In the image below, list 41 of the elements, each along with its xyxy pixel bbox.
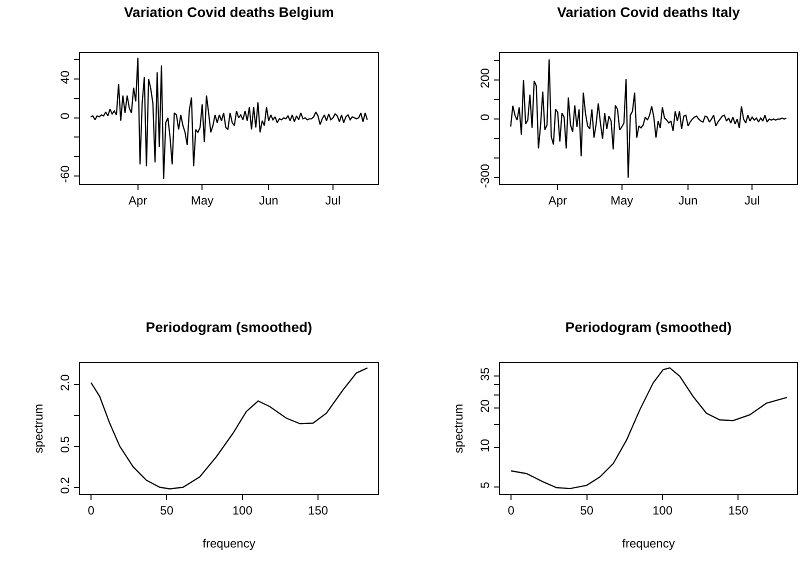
x-tick-label: Jul [744, 193, 760, 208]
chart-title: Periodogram (smoothed) [565, 318, 732, 335]
x-tick-label: Jun [678, 193, 698, 208]
x-tick-label: Jun [258, 193, 278, 208]
y-tick-label: 40 [58, 70, 72, 84]
y-axis-title: spectrum [452, 404, 466, 454]
line-series [90, 367, 368, 490]
y-tick-label: 20 [478, 399, 492, 413]
y-tick-label: 10 [478, 438, 492, 452]
y-axis-title: spectrum [32, 404, 46, 454]
y-tick-label: 35 [478, 367, 492, 381]
x-tick-label: 150 [728, 503, 749, 518]
x-tick-label: May [190, 193, 214, 208]
chart-title: Variation Covid deaths Belgium [124, 4, 334, 20]
x-axis-title: frequency [622, 536, 675, 550]
x-tick-label: 50 [580, 503, 594, 518]
y-tick-label: 0 [58, 112, 72, 120]
x-tick-label: 150 [308, 503, 328, 518]
y-tick-label: 200 [478, 68, 492, 88]
x-tick-label: 0 [508, 503, 515, 518]
y-tick-label: 0 [478, 114, 492, 121]
y-tick-label: 0.5 [58, 436, 72, 453]
x-tick-label: 100 [232, 503, 253, 518]
chart-title: Variation Covid deaths Italy [557, 4, 740, 20]
y-tick-label: -300 [478, 164, 492, 188]
y-tick-label: 0.2 [58, 476, 72, 494]
y-tick-label: -60 [58, 165, 72, 183]
x-tick-label: Apr [128, 193, 148, 208]
x-tick-label: 0 [88, 503, 95, 518]
y-tick-label: 2.0 [58, 374, 72, 391]
y-tick-label: 5 [478, 482, 492, 489]
x-tick-label: Apr [548, 193, 568, 208]
x-tick-label: 50 [160, 503, 174, 518]
line-series [90, 57, 368, 180]
x-tick-label: 100 [652, 503, 673, 518]
x-tick-label: May [610, 193, 634, 208]
line-series [510, 367, 788, 490]
x-tick-label: Jul [325, 193, 341, 208]
chart-title: Periodogram (smoothed) [146, 318, 312, 335]
x-axis-title: frequency [202, 536, 256, 550]
line-series [510, 58, 787, 178]
